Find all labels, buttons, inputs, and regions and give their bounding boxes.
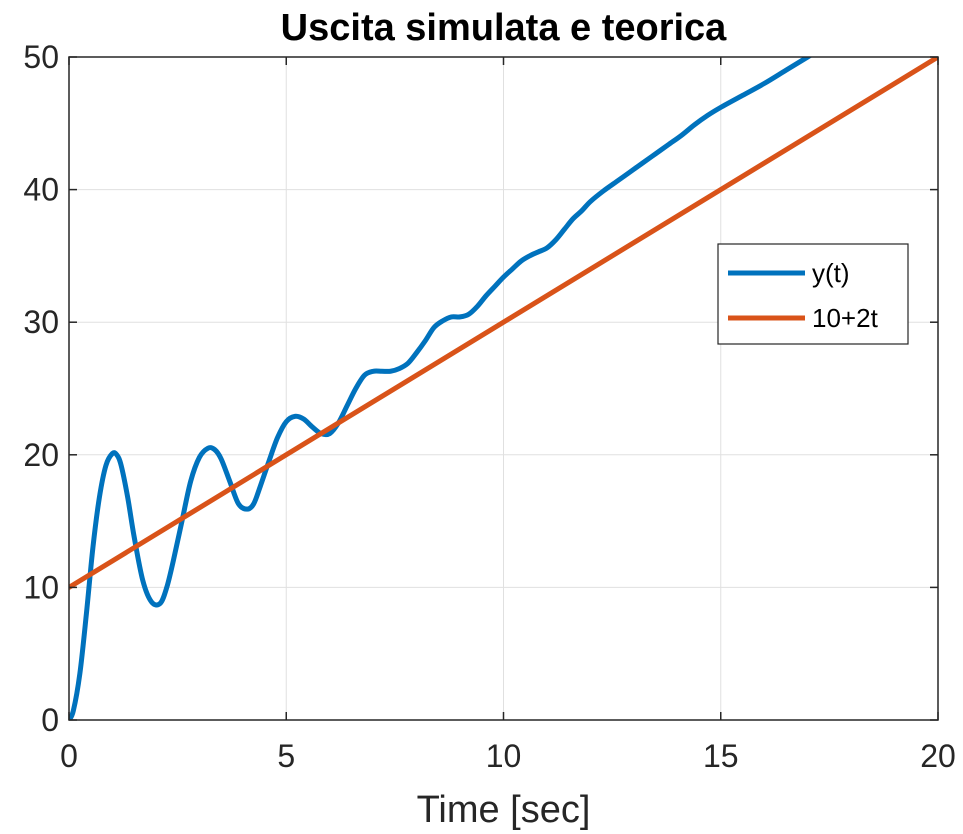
legend-label: y(t) (812, 258, 850, 288)
x-tick-label: 0 (60, 738, 78, 774)
x-axis-label: Time [sec] (417, 789, 591, 831)
x-tick-label: 20 (920, 738, 956, 774)
chart-title: Uscita simulata e teorica (281, 7, 728, 49)
x-tick-label: 15 (703, 738, 739, 774)
y-tick-label: 30 (23, 304, 59, 340)
series-layer (69, 57, 938, 720)
y-tick-label: 20 (23, 437, 59, 473)
series-line-0 (69, 57, 813, 720)
legend-box (717, 243, 909, 345)
y-tick-label: 40 (23, 172, 59, 208)
y-tick-label: 50 (23, 39, 59, 75)
y-tick-label: 0 (41, 702, 59, 738)
ticks: 0 5 10 15 20 0 10 20 30 40 50 (23, 39, 955, 774)
x-tick-label: 5 (277, 738, 295, 774)
series-line-1 (69, 57, 938, 590)
y-tick-label: 10 (23, 569, 59, 605)
legend: y(t) 10+2t (717, 243, 909, 345)
legend-label: 10+2t (812, 303, 879, 333)
x-tick-label: 10 (486, 738, 522, 774)
grid (68, 56, 939, 721)
